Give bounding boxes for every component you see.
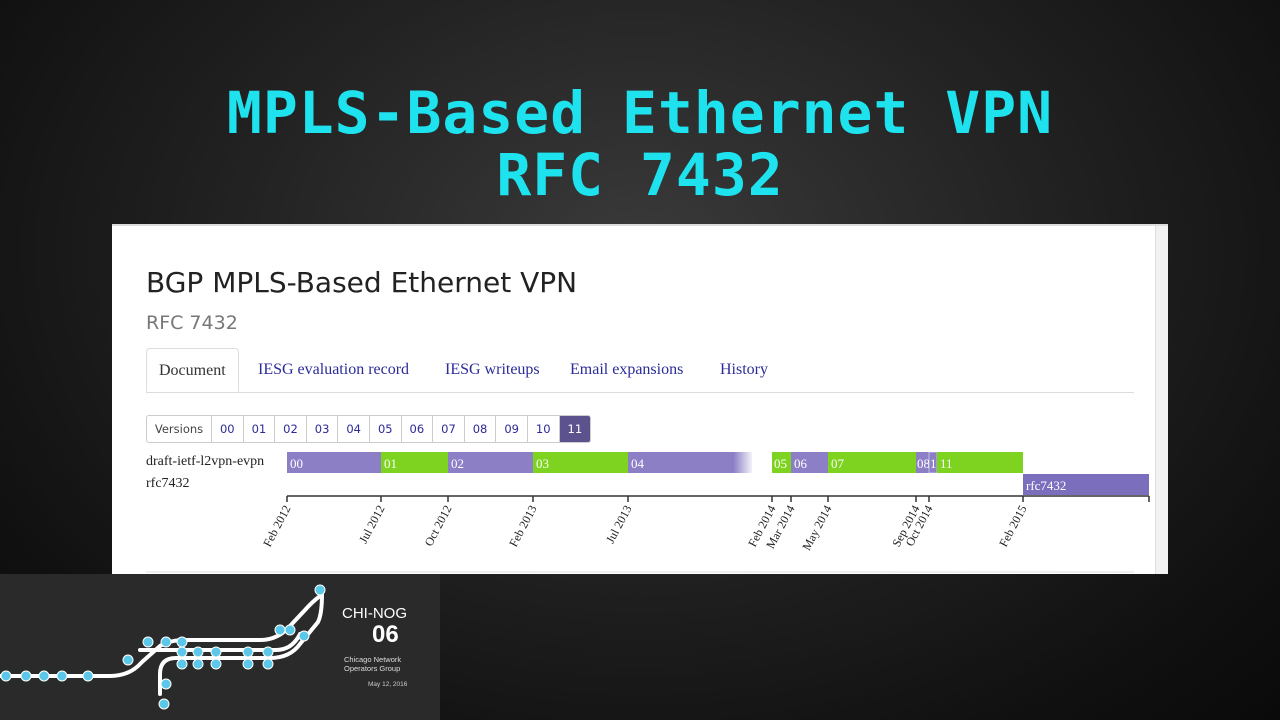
version-08[interactable]: 08 (463, 416, 496, 442)
tab-history[interactable]: History (720, 361, 768, 378)
segment-label-04: 04 (631, 456, 645, 471)
segment-04[interactable] (628, 452, 752, 473)
version-06[interactable]: 06 (400, 416, 433, 442)
segment-label-08: 08 (917, 456, 930, 471)
tick-label-jul-2012: Jul 2012 (356, 503, 388, 546)
document-title: BGP MPLS-Based Ethernet VPN (146, 266, 578, 299)
segment-01[interactable] (381, 452, 448, 473)
version-07[interactable]: 07 (432, 416, 464, 442)
tab-bar: Document IESG evaluation record IESG wri… (146, 348, 1134, 393)
logo-date: May 12, 2016 (368, 681, 408, 688)
datatracker-panel: BGP MPLS-Based Ethernet VPN RFC 7432 Doc… (112, 224, 1168, 574)
segment-02[interactable] (448, 452, 533, 473)
segment-label-01: 01 (384, 456, 397, 471)
version-11[interactable]: 11 (558, 416, 591, 442)
versions-selector: Versions 00 01 02 03 04 05 06 07 08 09 1… (146, 415, 592, 443)
segment-label-11: 11 (940, 456, 953, 471)
tick-label-feb-2015: Feb 2015 (996, 503, 1029, 549)
tick-label-oct-2012: Oct 2012 (421, 503, 454, 549)
logo-group-line1: Chicago Network (344, 655, 401, 664)
axis-ticks (286, 496, 1150, 502)
version-02[interactable]: 02 (274, 416, 306, 442)
segment-06[interactable] (791, 452, 828, 473)
version-10[interactable]: 10 (526, 416, 559, 442)
version-05[interactable]: 05 (368, 416, 401, 442)
segment-label-03: 03 (536, 456, 549, 471)
slide-title: MPLS-Based Ethernet VPN RFC 7432 (0, 82, 1280, 206)
segment-label-06: 06 (794, 456, 808, 471)
segment-label-02: 02 (451, 456, 464, 471)
document-subtitle: RFC 7432 (146, 312, 238, 334)
tick-label-feb-2012: Feb 2012 (260, 503, 293, 549)
timeline-row-draft: draft-ietf-l2vpn-evpn (146, 454, 265, 469)
segment-07[interactable] (828, 452, 916, 473)
slide-title-line2: RFC 7432 (496, 141, 784, 209)
timeline-row-rfc: rfc7432 (146, 476, 190, 491)
version-09[interactable]: 09 (495, 416, 527, 442)
version-04[interactable]: 04 (337, 416, 369, 442)
version-03[interactable]: 03 (305, 416, 338, 442)
slide-title-line1: MPLS-Based Ethernet VPN (226, 79, 1054, 147)
chi-nog-logo: CHI-NOG 06 Chicago Network Operators Gro… (0, 574, 440, 720)
segment-05[interactable] (772, 452, 791, 473)
segment-11[interactable] (937, 452, 1023, 473)
versions-label: Versions (154, 422, 204, 436)
logo-edition: 06 (372, 621, 399, 648)
segment-label-00: 00 (290, 456, 303, 471)
tab-email-expansions[interactable]: Email expansions (570, 361, 684, 378)
tick-label-feb-2013: Feb 2013 (506, 503, 539, 549)
tab-document[interactable]: Document (146, 348, 239, 392)
timeline-chart: 00 01 02 03 04 05 06 07 08 1 11 rfc7432 (146, 451, 1150, 573)
segment-08[interactable] (916, 452, 929, 473)
tick-label-may-2014: May 2014 (799, 503, 834, 553)
segment-03[interactable] (533, 452, 628, 473)
tab-iesg-evaluation-record[interactable]: IESG evaluation record (258, 361, 410, 378)
scrollbar[interactable] (1155, 226, 1168, 574)
version-01[interactable]: 01 (242, 416, 275, 442)
segment-label-rfc7432: rfc7432 (1026, 478, 1066, 493)
logo-group-line2: Operators Group (344, 664, 400, 673)
tab-iesg-writeups[interactable]: IESG writeups (445, 361, 540, 378)
version-00[interactable]: 00 (211, 416, 243, 442)
segment-rfc7432[interactable] (1023, 474, 1149, 495)
segment-label-05: 05 (774, 456, 787, 471)
segment-label-10: 1 (930, 456, 937, 471)
segment-label-07: 07 (831, 456, 845, 471)
logo-org: CHI-NOG (342, 605, 407, 622)
segment-00[interactable] (287, 452, 381, 473)
tick-label-jul-2013: Jul 2013 (603, 503, 635, 546)
